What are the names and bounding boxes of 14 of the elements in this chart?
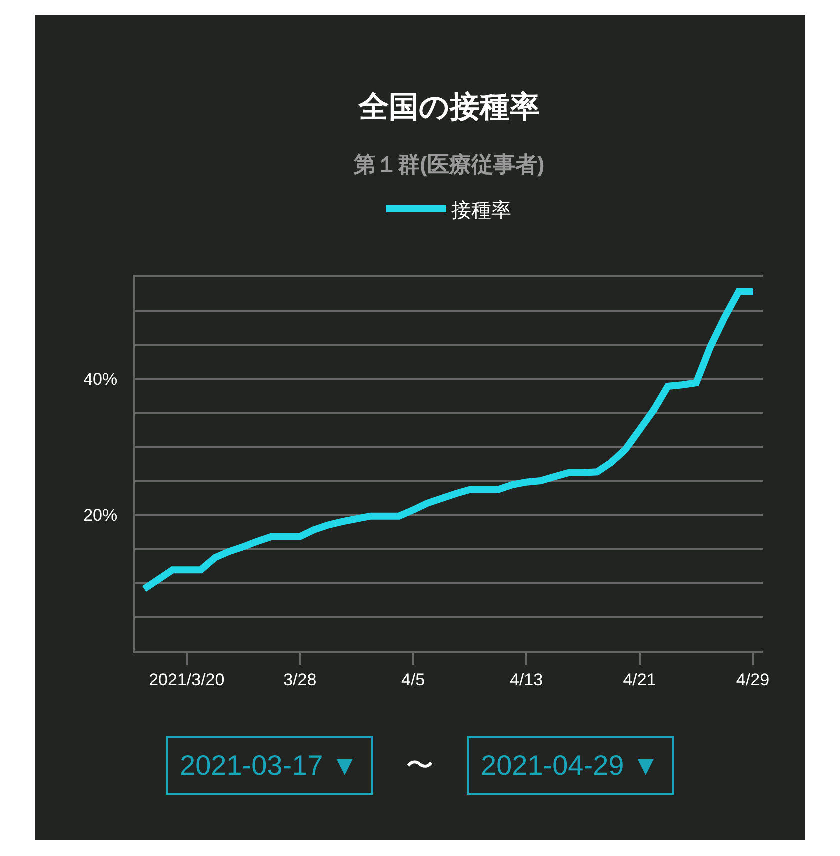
- y-tick-label: 40%: [84, 370, 118, 389]
- text: 2021-04-29 ▼: [481, 750, 660, 781]
- chart-subtitle: 第１群(医療従事者): [353, 152, 545, 177]
- x-tick-label: 4/5: [402, 670, 426, 690]
- x-tick-label: 3/28: [284, 670, 317, 690]
- x-tick-label: 4/21: [623, 670, 656, 690]
- y-tick-label: 20%: [84, 506, 118, 525]
- x-tick-label: 4/29: [736, 670, 770, 690]
- text: 2021-03-17 ▼: [180, 750, 359, 781]
- legend-label: 接種率: [452, 200, 512, 222]
- chart-title: 全国の接種率: [358, 90, 540, 124]
- text: 〜: [406, 750, 434, 781]
- x-tick-label: 2021/3/20: [149, 670, 225, 690]
- x-tick-label: 4/13: [510, 670, 544, 690]
